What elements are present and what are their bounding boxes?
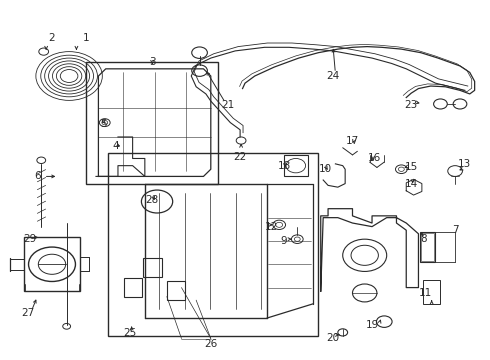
Bar	[423, 280, 441, 304]
Text: 13: 13	[458, 159, 471, 169]
Bar	[420, 232, 435, 262]
Text: 15: 15	[405, 162, 418, 172]
Text: 14: 14	[405, 179, 418, 189]
Text: 20: 20	[326, 333, 340, 343]
Text: 5: 5	[100, 120, 107, 129]
Text: 21: 21	[221, 100, 235, 110]
Text: 27: 27	[21, 308, 34, 318]
Text: 11: 11	[419, 288, 432, 298]
Text: 2: 2	[49, 33, 55, 43]
Text: 4: 4	[112, 141, 119, 151]
Bar	[86, 62, 218, 184]
Bar	[124, 278, 143, 297]
Text: 1: 1	[83, 33, 90, 43]
Bar	[108, 153, 319, 336]
Text: 23: 23	[405, 100, 418, 110]
Text: 28: 28	[146, 195, 159, 205]
Bar	[144, 258, 162, 277]
Text: 16: 16	[368, 153, 381, 163]
Text: 17: 17	[346, 136, 359, 145]
Bar	[167, 282, 185, 300]
Text: 22: 22	[234, 152, 247, 162]
Text: 29: 29	[24, 234, 37, 244]
Text: 25: 25	[123, 328, 137, 338]
Text: 26: 26	[204, 339, 218, 349]
Text: 12: 12	[265, 222, 278, 231]
Text: 9: 9	[281, 236, 288, 246]
Bar	[284, 155, 308, 176]
Text: 6: 6	[34, 171, 41, 181]
Text: 19: 19	[366, 320, 379, 330]
Text: 10: 10	[319, 164, 332, 174]
Text: 24: 24	[326, 71, 340, 81]
Bar	[24, 237, 80, 291]
Text: 18: 18	[277, 161, 291, 171]
Text: 7: 7	[452, 225, 459, 235]
Bar	[421, 233, 434, 261]
Text: 3: 3	[149, 57, 155, 67]
Text: 8: 8	[420, 234, 427, 244]
